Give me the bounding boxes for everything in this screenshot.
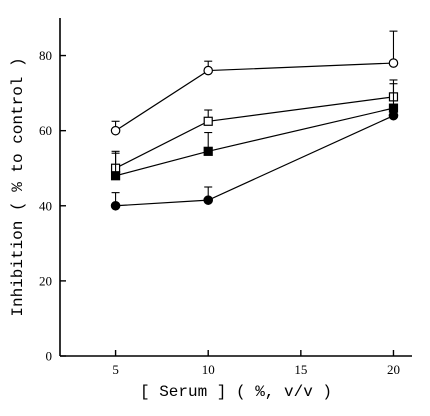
series-layer — [110, 30, 399, 211]
series-line — [115, 107, 394, 177]
ticks: 5 10 15 20 0 20 40 60 80 — [39, 48, 400, 377]
data-point — [388, 110, 399, 121]
series-filled-square — [110, 83, 399, 181]
series-line — [115, 96, 394, 169]
y-tick-label: 80 — [39, 48, 52, 63]
series-open-circle — [110, 30, 399, 136]
x-tick-label: 20 — [387, 362, 400, 377]
y-axis-title: Inhibition ( % to control ) — [9, 57, 27, 316]
data-point — [203, 146, 213, 156]
series-line — [115, 115, 394, 207]
data-point — [203, 116, 213, 126]
y-tick-label: 60 — [39, 123, 52, 138]
data-point — [203, 65, 214, 76]
y-tick-label: 0 — [46, 349, 53, 364]
data-point — [110, 171, 121, 181]
x-tick-label: 5 — [112, 362, 119, 377]
data-point — [203, 195, 214, 205]
x-axis-title: [ Serum ] ( %, v/v ) — [140, 383, 332, 401]
axes — [59, 18, 412, 357]
series-filled-circle — [110, 110, 399, 211]
data-point — [110, 200, 121, 211]
x-tick-label: 10 — [202, 362, 215, 377]
x-tick-label: 15 — [294, 362, 307, 377]
series-line — [115, 62, 394, 132]
data-point — [110, 125, 121, 136]
series-open-square — [110, 79, 399, 173]
y-tick-label: 40 — [39, 198, 52, 213]
y-tick-label: 20 — [39, 273, 52, 288]
data-point — [388, 58, 399, 68]
